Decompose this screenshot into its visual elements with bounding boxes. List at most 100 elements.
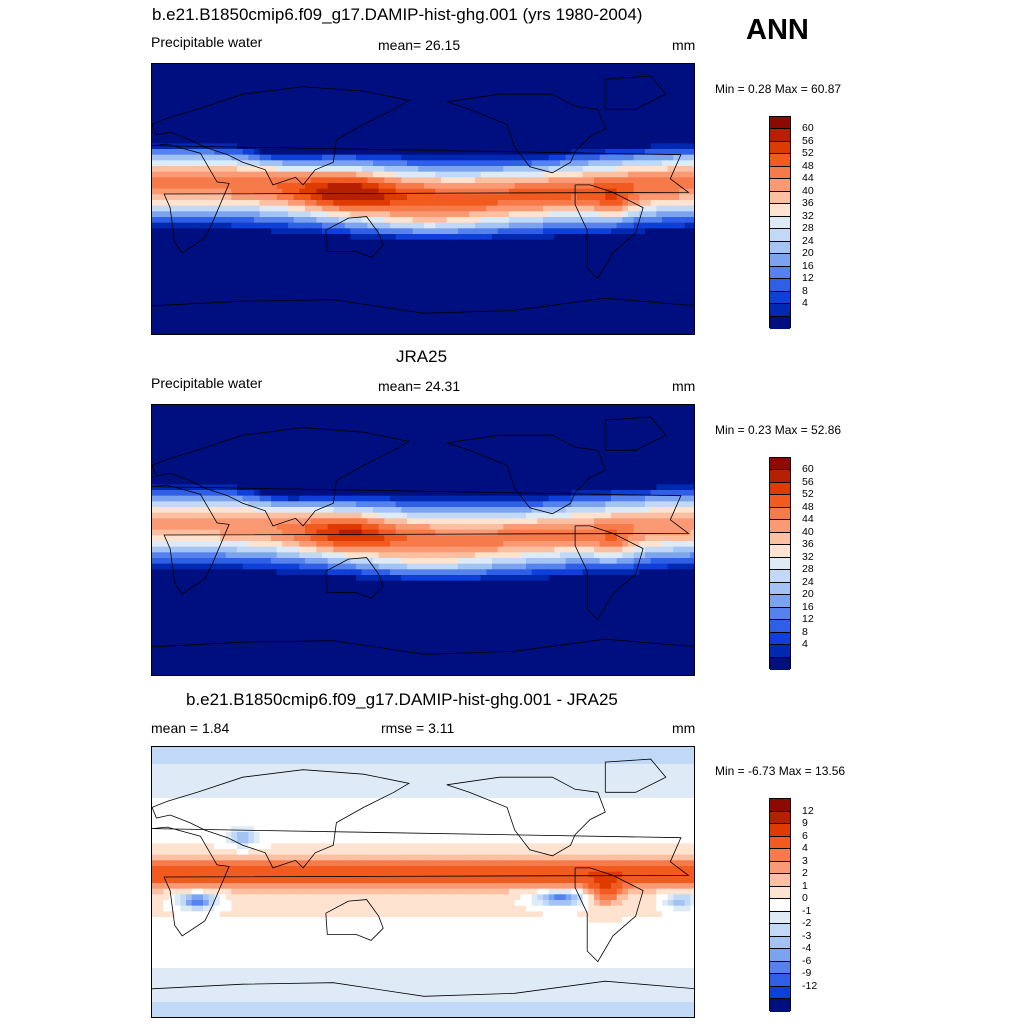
colorbar-swatch xyxy=(770,241,790,255)
colorbar-tick-label: 2 xyxy=(802,867,808,880)
colorbar-swatch xyxy=(770,632,790,646)
colorbar-swatch xyxy=(770,179,790,192)
colorbar-tick-label: 60 xyxy=(802,122,814,135)
colorbar-tick-label: 32 xyxy=(802,209,814,222)
colorbar-swatch xyxy=(770,886,790,900)
colorbar-tick-label: -12 xyxy=(802,979,818,992)
colorbar-swatch xyxy=(770,874,790,887)
colorbar-tick-label: 60 xyxy=(802,463,814,476)
colorbar-tick-label: 20 xyxy=(802,588,814,601)
colorbar-swatch xyxy=(770,911,790,925)
map-diff xyxy=(151,746,695,1018)
colorbar-swatch xyxy=(770,216,790,230)
colorbar-swatch xyxy=(770,899,790,912)
panel-title: JRA25 xyxy=(396,347,448,366)
colorbar-swatch xyxy=(770,482,790,496)
colorbar-swatch xyxy=(770,316,790,329)
field-name: Precipitable water xyxy=(151,375,263,391)
mean-label: mean= 26.15 xyxy=(378,37,461,53)
colorbar-swatch xyxy=(770,507,790,521)
colorbar-tick-label: 8 xyxy=(802,625,808,638)
colorbar-swatch xyxy=(770,861,790,875)
units-label: mm xyxy=(672,37,696,53)
colorbar-swatch xyxy=(770,570,790,583)
map-model xyxy=(151,63,695,335)
colorbar-swatch xyxy=(770,645,790,658)
colorbar-tick-label: -4 xyxy=(802,942,812,955)
units-label: mm xyxy=(672,378,696,394)
colorbar-tick-label: 36 xyxy=(802,197,814,210)
colorbar-tick-label: 12 xyxy=(802,272,814,285)
colorbar-swatch xyxy=(770,254,790,267)
colorbar-tick-label: 12 xyxy=(802,613,814,626)
colorbar-swatch xyxy=(770,291,790,305)
colorbar-swatch xyxy=(770,229,790,242)
colorbar-swatch xyxy=(770,657,790,670)
colorbar-tick-label: 44 xyxy=(802,513,814,526)
colorbar-swatch xyxy=(770,204,790,217)
colorbar-tick-label: -1 xyxy=(802,904,812,917)
field-name: Precipitable water xyxy=(151,34,263,50)
colorbar-tick-label: 56 xyxy=(802,475,814,488)
colorbar-tick-label: 32 xyxy=(802,550,814,563)
colorbar-tick-label: -9 xyxy=(802,967,812,980)
colorbar-tick-label: 52 xyxy=(802,488,814,501)
min-max-label: Min = 0.23 Max = 52.86 xyxy=(715,423,842,437)
colorbar-swatch xyxy=(770,520,790,533)
mean-label: mean = 1.84 xyxy=(151,720,230,736)
colorbar-tick-label: 4 xyxy=(802,638,808,651)
colorbar-swatch xyxy=(770,191,790,205)
colorbar-swatch xyxy=(770,974,790,987)
colorbar-swatch xyxy=(770,557,790,571)
colorbar-tick-label: 0 xyxy=(802,892,808,905)
colorbar-swatch xyxy=(770,936,790,950)
colorbar-tick-label: 9 xyxy=(802,817,808,830)
colorbar-swatch xyxy=(770,799,790,812)
colorbar-tick-label: 48 xyxy=(802,500,814,513)
colorbar-swatch xyxy=(770,961,790,975)
colorbar-swatch xyxy=(770,495,790,508)
colorbar-swatch xyxy=(770,924,790,937)
colorbar-swatch xyxy=(770,166,790,180)
colorbar-tick-label: 40 xyxy=(802,525,814,538)
units-label: mm xyxy=(672,720,696,736)
colorbar-tick-label: 44 xyxy=(802,172,814,185)
min-max-label: Min = -6.73 Max = 13.56 xyxy=(715,764,846,778)
colorbar-swatch xyxy=(770,986,790,1000)
panel-title: b.e21.B1850cmip6.f09_g17.DAMIP-hist-ghg.… xyxy=(152,5,643,24)
colorbar-tick-label: 52 xyxy=(802,147,814,160)
colorbar-swatch xyxy=(770,458,790,471)
colorbar-tick-label: 40 xyxy=(802,184,814,197)
colorbar-swatch xyxy=(770,545,790,558)
colorbar-swatch xyxy=(770,607,790,621)
colorbar-swatch xyxy=(770,470,790,483)
colorbar-swatch xyxy=(770,582,790,596)
colorbar-swatch xyxy=(770,620,790,633)
season-label: ANN xyxy=(746,14,809,46)
colorbar-swatch xyxy=(770,141,790,155)
colorbar-tick-label: 12 xyxy=(802,804,814,817)
colorbar-swatch xyxy=(770,129,790,142)
colorbar-tick-label: 20 xyxy=(802,247,814,260)
colorbar-tick-label: 56 xyxy=(802,134,814,147)
colorbar-tick-label: 16 xyxy=(802,259,814,272)
colorbar xyxy=(769,116,791,329)
colorbar-swatch xyxy=(770,811,790,825)
colorbar-tick-label: 36 xyxy=(802,538,814,551)
panel-title: b.e21.B1850cmip6.f09_g17.DAMIP-hist-ghg.… xyxy=(186,690,618,709)
colorbar-tick-label: 6 xyxy=(802,829,808,842)
colorbar-swatch xyxy=(770,824,790,837)
colorbar-swatch xyxy=(770,999,790,1012)
colorbar-tick-label: 24 xyxy=(802,234,814,247)
colorbar-swatch xyxy=(770,849,790,862)
colorbar-tick-label: 8 xyxy=(802,284,808,297)
rmse-label: rmse = 3.11 xyxy=(381,720,455,736)
colorbar-swatch xyxy=(770,532,790,546)
colorbar-swatch xyxy=(770,279,790,292)
colorbar-tick-label: 24 xyxy=(802,575,814,588)
colorbar-swatch xyxy=(770,949,790,962)
map-obs xyxy=(151,404,695,676)
colorbar-swatch xyxy=(770,304,790,317)
colorbar-swatch xyxy=(770,154,790,167)
colorbar-tick-label: 28 xyxy=(802,563,814,576)
